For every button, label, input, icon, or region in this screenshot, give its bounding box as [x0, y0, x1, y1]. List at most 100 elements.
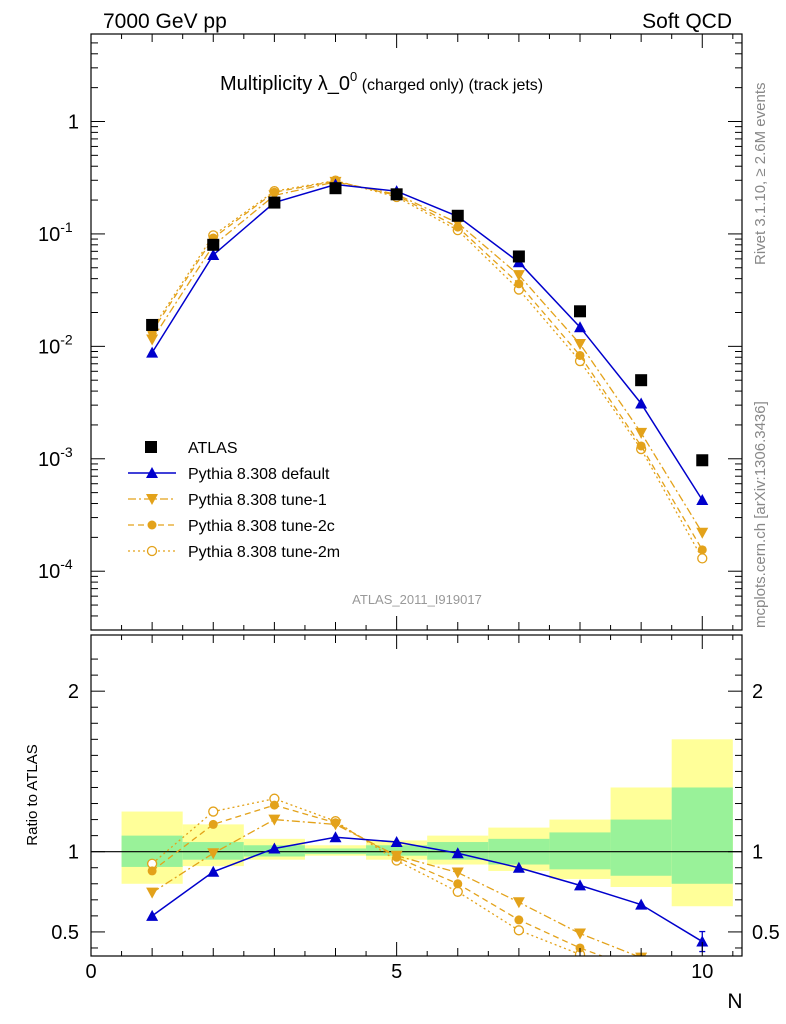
main-series-marker: [697, 545, 707, 555]
main-series-marker: [635, 427, 648, 439]
main-series-marker: [268, 190, 281, 202]
main-series-line: [151, 180, 703, 551]
ratio-band-inner: [671, 787, 733, 884]
atlas-data-point: [451, 209, 464, 222]
main-series-marker: [635, 397, 648, 409]
legend-label: Pythia 8.308 tune-2m: [188, 544, 340, 561]
main-series-line: [151, 181, 703, 534]
x-axis-label: N: [727, 990, 742, 1013]
ratio-series-marker: [208, 819, 218, 829]
ratio-y-tick-label-right: 2: [752, 681, 763, 703]
ratio-series-marker: [637, 968, 646, 977]
main-series-marker: [574, 321, 587, 333]
atlas-data-point: [574, 305, 587, 318]
chart-title-superscript: 0: [350, 69, 357, 84]
main-frame: [90, 33, 743, 631]
ratio-series-line: [151, 818, 639, 956]
atlas-data-point: [329, 182, 342, 195]
ratio-frame: [90, 634, 743, 957]
ratio-series-marker: [208, 806, 219, 817]
ratio-series-marker: [390, 850, 403, 862]
main-series-marker: [207, 248, 220, 260]
ratio-series-marker: [512, 897, 525, 909]
y-tick-base: 10: [38, 336, 60, 358]
ratio-series-marker: [329, 831, 342, 843]
y-tick-base: 10: [38, 224, 60, 246]
main-series-marker: [575, 350, 585, 360]
chart-title: Multiplicity λ_00 (charged only) (track …: [220, 69, 543, 95]
y-tick-exponent: -2: [60, 331, 73, 347]
ratio-series-marker: [146, 887, 159, 899]
main-y-tick-label: 10-2: [38, 331, 73, 358]
y-tick-base: 10: [38, 561, 60, 583]
ratio-series-marker: [513, 925, 525, 936]
ratio-band-inner: [549, 832, 611, 870]
ratio-series-marker: [207, 848, 220, 860]
atlas-data-point: [390, 188, 403, 201]
chart-title-main: Multiplicity λ_0: [220, 73, 350, 95]
ratio-band-inner: [610, 819, 672, 876]
main-y-tick-label: 10-3: [38, 444, 73, 471]
ratio-series-marker: [451, 847, 464, 859]
ratio-series-marker: [698, 986, 707, 995]
legend-label: ATLAS: [188, 440, 238, 457]
ratio-y-axis-label: Ratio to ATLAS: [24, 744, 41, 845]
ratio-series-marker: [574, 879, 587, 891]
x-tick-label: 0: [85, 961, 96, 983]
ratio-y-tick-label: 2: [68, 681, 79, 703]
x-tick-label: 10: [691, 961, 713, 983]
main-series-marker: [146, 334, 159, 346]
main-y-tick-label: 10-4: [38, 556, 73, 583]
ratio-series-marker: [269, 800, 279, 810]
ratio-series-line: [151, 798, 588, 956]
main-series-marker: [696, 493, 709, 505]
ratio-series-marker: [637, 966, 646, 975]
y-tick-exponent: -1: [60, 219, 73, 235]
atlas-data-point: [512, 250, 525, 263]
legend-marker: [146, 545, 158, 557]
ratio-series-marker: [268, 842, 281, 854]
y-tick-exponent: -4: [60, 556, 73, 572]
legend: ATLAS Pythia 8.308 default Pythia 8.308 tu…: [128, 440, 340, 561]
ratio-series-marker: [635, 898, 648, 910]
legend-marker: [146, 494, 158, 505]
legend-marker-atlas: [145, 441, 157, 453]
legend-marker: [147, 520, 157, 530]
main-series-marker: [696, 527, 709, 539]
main-series-marker: [574, 338, 587, 350]
ratio-series-marker: [574, 928, 587, 940]
ratio-series-layer: [146, 793, 709, 995]
ratio-series-marker: [207, 865, 220, 877]
legend-marker: [146, 467, 158, 478]
ratio-series-marker: [451, 867, 464, 879]
ratio-y-tick-label: 0.5: [51, 922, 79, 944]
ratio-series-marker: [329, 819, 342, 831]
main-series-marker: [146, 346, 159, 358]
ratio-series-marker: [512, 861, 525, 873]
analysis-id-label: ATLAS_2011_I919017: [352, 592, 482, 607]
main-y-tick-label: 10-1: [38, 219, 73, 246]
atlas-data-point: [207, 238, 220, 251]
header-category: Soft QCD: [642, 10, 732, 33]
ratio-series-marker: [268, 814, 281, 826]
x-tick-label: 5: [391, 961, 402, 983]
ratio-y-tick-label: 1: [68, 842, 79, 864]
chart-title-subtext: (charged only) (track jets): [357, 77, 543, 94]
ratio-series-marker: [452, 886, 463, 897]
atlas-data-point: [268, 196, 281, 209]
atlas-data-point: [635, 374, 648, 387]
ratio-series-marker: [390, 836, 403, 848]
y-tick-base: 10: [38, 449, 60, 471]
main-y-tick-label: 1: [68, 111, 79, 133]
header-energy: 7000 GeV pp: [103, 10, 227, 33]
ratio-series-marker: [453, 879, 463, 889]
main-series-line: [151, 183, 703, 501]
ratio-series-marker: [146, 909, 159, 921]
y-tick-exponent: -3: [60, 444, 73, 460]
ratio-series-marker: [514, 915, 524, 925]
legend-label: Pythia 8.308 tune-2c: [188, 518, 335, 535]
rivet-version-text: Rivet 3.1.10, ≥ 2.6M events: [752, 83, 769, 266]
main-series-marker: [512, 270, 525, 282]
